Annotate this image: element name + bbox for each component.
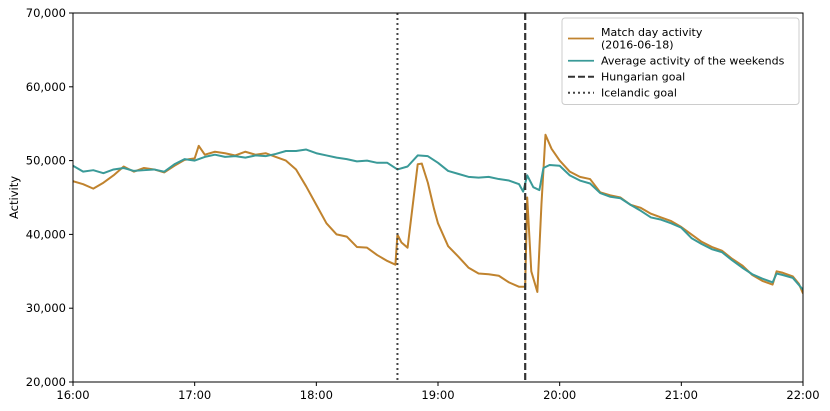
x-tick-label: 21:00 (665, 388, 698, 402)
x-tick-label: 16:00 (56, 388, 89, 402)
legend-box (561, 17, 800, 105)
legend: Match day activity(2016-06-18) Average ac… (561, 17, 800, 105)
x-tick-label: 18:00 (300, 388, 333, 402)
plot-lines (73, 13, 803, 382)
legend-label-0: (2016-06-18) (601, 39, 674, 52)
x-tick-label: 17:00 (178, 388, 211, 402)
legend-label-1: Average activity of the weekends (601, 55, 785, 68)
y-tick-label: 60,000 (26, 80, 66, 94)
legend-label-2: Hungarian goal (601, 71, 685, 84)
series-line-1 (73, 148, 803, 291)
y-tick-label: 20,000 (26, 375, 66, 389)
legend-label-3: Icelandic goal (601, 87, 677, 100)
ticks: 16:00 17:00 18:00 19:00 20:00 21:00 22:00 20,00… (26, 6, 820, 402)
x-tick-label: 19:00 (421, 388, 454, 402)
y-tick-label: 30,000 (26, 301, 66, 315)
y-tick-label: 50,000 (26, 154, 66, 168)
legend-label-0: Match day activity (601, 26, 703, 39)
series-line-0 (73, 133, 803, 294)
y-tick-label: 40,000 (26, 227, 66, 241)
y-tick-label: 70,000 (26, 6, 66, 20)
y-axis-label: Activity (7, 176, 21, 219)
x-tick-label: 20:00 (543, 388, 576, 402)
x-tick-label: 22:00 (786, 388, 819, 402)
